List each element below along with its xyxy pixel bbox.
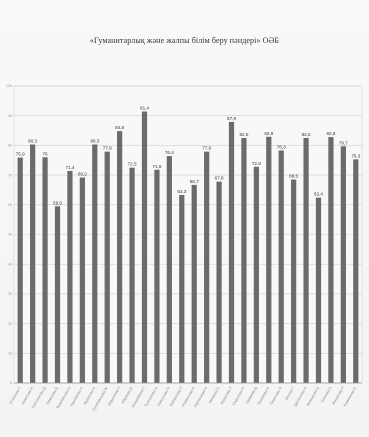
bar <box>291 179 297 383</box>
bar <box>340 146 346 383</box>
data-label: 78,3 <box>277 144 286 149</box>
data-label: 77,9 <box>202 146 211 151</box>
bar <box>204 151 210 383</box>
y-tick-label: 10 <box>8 352 12 356</box>
bar <box>104 151 110 383</box>
bar <box>54 206 61 383</box>
data-label: 72,8 <box>252 161 261 166</box>
y-tick-label: 20 <box>8 322 12 326</box>
y-tick-label: 30 <box>8 292 12 296</box>
x-tick-label: Амирова С. <box>208 386 221 405</box>
data-label: 67,8 <box>215 176 224 181</box>
chart-title: «Гуманитарлық және жалпы білім беру пәнд… <box>89 36 280 45</box>
data-label: 77,9 <box>103 146 112 151</box>
y-tick-label: 100 <box>6 84 12 88</box>
x-tick-label: Ахметова А. <box>21 386 35 406</box>
bar <box>117 131 123 383</box>
y-tick-label: 40 <box>8 262 12 266</box>
bar <box>67 170 73 383</box>
bar <box>30 144 36 383</box>
data-label: 66,7 <box>190 179 199 184</box>
data-label: 72,5 <box>128 162 137 167</box>
x-tick-label: Нургалиева А. <box>193 386 208 409</box>
bar <box>154 169 160 383</box>
x-tick-label: Садыкова Н. <box>232 386 246 407</box>
x-tick-label: Оспанова Г. <box>9 386 22 405</box>
data-label: 71,8 <box>152 164 161 169</box>
data-label: 59,5 <box>53 200 62 205</box>
data-label: 69,2 <box>78 171 87 176</box>
y-tick-label: 60 <box>8 203 12 207</box>
data-label: 82,5 <box>239 132 248 137</box>
y-tick-label: 50 <box>8 233 12 237</box>
bar <box>216 181 222 383</box>
bar <box>17 157 23 383</box>
data-label: 82,8 <box>326 131 335 136</box>
data-label: 63,3 <box>177 189 186 194</box>
bar <box>253 166 259 383</box>
x-tick-label: Абдуллина Р. <box>107 385 122 406</box>
x-tick-label: Ташенова А. <box>269 386 283 406</box>
bar <box>79 177 85 383</box>
x-tick-label: Жанасова Р. <box>331 385 345 405</box>
data-label: 75,9 <box>16 152 25 157</box>
bar <box>129 167 135 383</box>
bar <box>42 157 48 383</box>
bar <box>278 150 284 383</box>
data-label: 62,4 <box>314 192 323 197</box>
y-tick-label: 0 <box>10 381 12 385</box>
data-label: 68,5 <box>289 174 298 179</box>
x-tick-label: Мұратова Л. <box>83 386 97 406</box>
bar <box>241 137 247 383</box>
data-label: 75,3 <box>351 153 360 158</box>
data-label: 76,4 <box>165 150 174 155</box>
bar <box>228 121 235 383</box>
x-tick-label: Ибраева М. <box>121 386 134 405</box>
y-tick-label: 90 <box>8 114 12 118</box>
x-tick-label: Есенова З. <box>320 385 333 403</box>
bar <box>92 144 98 383</box>
x-tick-label: Ермекова Б. <box>46 386 60 406</box>
x-tick-label: Жакупова Т. <box>220 385 234 405</box>
data-label: 80,3 <box>90 139 99 144</box>
data-label: 87,9 <box>227 116 236 121</box>
data-label: 76 <box>43 151 49 156</box>
bar <box>166 156 172 383</box>
data-label: 71,4 <box>65 165 74 170</box>
x-tick-label: Бекова Г. <box>284 386 295 401</box>
data-label: 82,9 <box>264 131 273 136</box>
bar <box>303 137 309 383</box>
y-tick-label: 70 <box>8 173 12 177</box>
x-tick-label: Рахимова Л. <box>257 386 271 406</box>
bar <box>315 197 322 383</box>
data-label: 84,8 <box>115 125 124 130</box>
data-label: 79,7 <box>339 140 348 145</box>
bar <box>353 159 359 383</box>
bar <box>266 136 272 383</box>
x-tick-label: Омарова Д. <box>245 386 258 405</box>
bar <box>328 137 334 383</box>
y-tick-label: 80 <box>8 144 12 148</box>
x-tick-label: Курманова С. <box>343 386 358 408</box>
data-label: 91,4 <box>140 106 149 111</box>
data-label: 82,5 <box>302 132 311 137</box>
bar <box>179 195 185 383</box>
bar <box>141 111 148 383</box>
bar <box>191 184 197 383</box>
x-tick-label: Мамырова Б. <box>306 386 321 407</box>
data-label: 80,3 <box>28 139 37 144</box>
